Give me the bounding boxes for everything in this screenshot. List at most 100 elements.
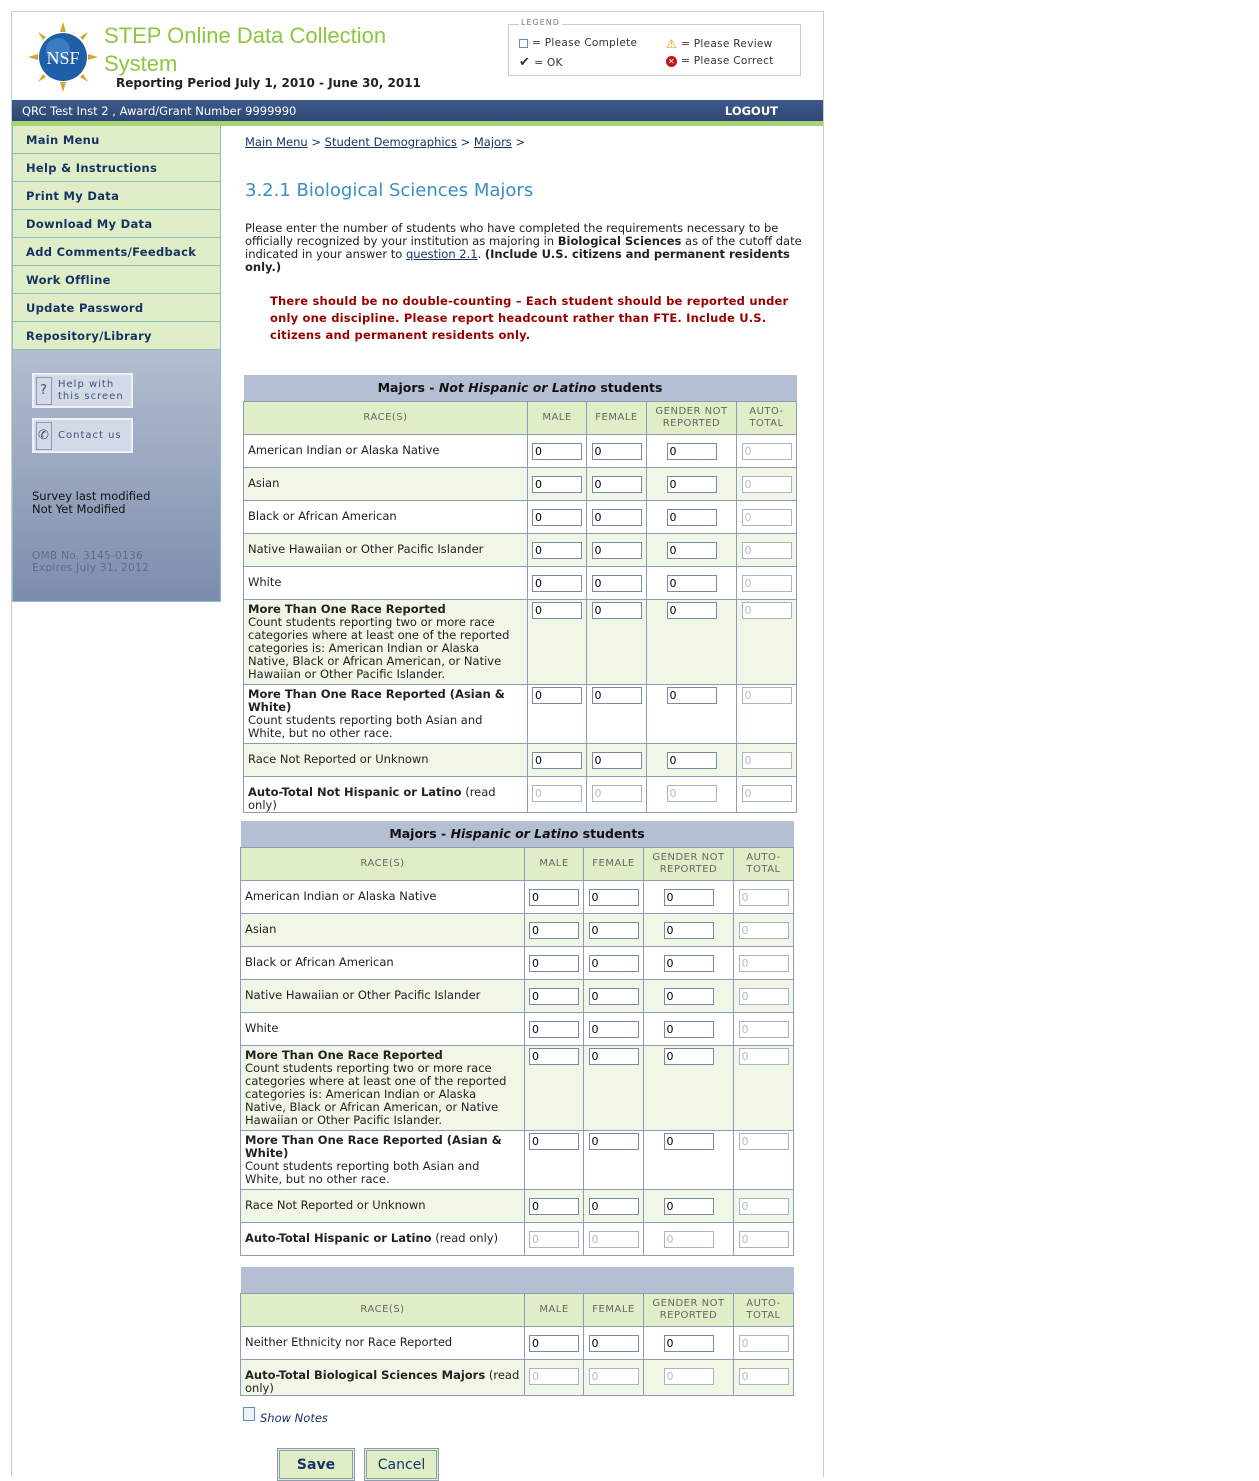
gender-not-reported-input[interactable] [666,601,717,619]
cell-auto-total [736,565,797,600]
gender-not-reported-input[interactable] [666,442,717,460]
female-input[interactable] [591,686,642,704]
top-bar: QRC Test Inst 2 , Award/Grant Number 999… [12,100,823,121]
female-input [591,784,642,802]
auto-total-input [738,921,789,939]
female-input[interactable] [591,751,642,769]
gender-not-reported-input[interactable] [666,574,717,592]
female-input[interactable] [591,508,642,526]
male-input[interactable] [529,1132,579,1150]
auto-total-input [741,751,792,769]
breadcrumb-majors[interactable]: Majors [473,135,512,149]
help-with-screen-button[interactable]: ? Help with this screen [32,373,133,408]
gender-not-reported-input[interactable] [666,541,717,559]
notepad-icon [243,1407,255,1421]
majors-table: Majors - Not Hispanic or Latino students… [243,375,797,813]
row-label: Auto-Total Hispanic or Latino [245,1230,432,1245]
cell-auto-total [736,499,797,534]
female-input[interactable] [588,987,639,1005]
sidebar-item-repository-library[interactable]: Repository/Library [13,322,220,350]
male-input[interactable] [529,987,579,1005]
male-input[interactable] [532,751,582,769]
female-input[interactable] [591,574,642,592]
sidebar-item-update-password[interactable]: Update Password [13,294,220,322]
cell-auto-total [732,1044,795,1131]
cell-female [583,879,644,914]
show-notes-link[interactable]: Show Notes [243,1407,328,1425]
female-input[interactable] [588,1020,639,1038]
auto-total-input [741,541,792,559]
sidebar-item-print-my-data[interactable]: Print My Data [13,182,220,210]
male-input[interactable] [532,686,582,704]
breadcrumb-student-demographics[interactable]: Student Demographics [324,135,457,149]
gender-not-reported-input[interactable] [663,1020,714,1038]
auto-total-input [738,1020,789,1038]
gender-not-reported-input[interactable] [663,1132,714,1150]
title-text: Majors - [389,826,451,842]
gender-not-reported-input[interactable] [663,954,714,972]
gender-not-reported-input[interactable] [666,508,717,526]
contact-us-button[interactable]: ✆ Contact us [32,418,133,453]
male-input[interactable] [529,1020,579,1038]
female-input[interactable] [588,954,639,972]
race-label: Black or African American [243,499,528,534]
female-input[interactable] [588,1334,639,1352]
cell-male [524,1188,584,1223]
cancel-button[interactable]: Cancel [364,1448,439,1481]
gender-not-reported-input[interactable] [663,1197,714,1215]
race-label: More Than One Race Reported (Asian & Whi… [240,1129,525,1190]
female-input[interactable] [588,1132,639,1150]
female-input[interactable] [588,1047,639,1065]
title-text: Majors - [377,380,439,396]
sidebar-item-help-instructions[interactable]: Help & Instructions [13,154,220,182]
male-input[interactable] [529,1334,579,1352]
male-input[interactable] [532,442,582,460]
female-input[interactable] [588,1197,639,1215]
cell-gender-not-reported [643,1011,734,1046]
male-input[interactable] [532,508,582,526]
male-input[interactable] [529,954,579,972]
male-input[interactable] [532,475,582,493]
cell-male [524,1325,584,1360]
sidebar-item-work-offline[interactable]: Work Offline [13,266,220,294]
male-input[interactable] [529,1047,579,1065]
logout-link[interactable]: LOGOUT [724,103,778,118]
auto-total-input [741,442,792,460]
male-input[interactable] [529,1197,579,1215]
gender-not-reported-input[interactable] [663,987,714,1005]
female-input[interactable] [591,541,642,559]
breadcrumb-main-menu[interactable]: Main Menu [245,135,308,149]
auto-total-input [738,1132,789,1150]
female-input[interactable] [588,888,639,906]
gender-not-reported-input[interactable] [666,475,717,493]
male-input[interactable] [532,574,582,592]
gender-not-reported-input[interactable] [663,1047,714,1065]
row-label: Asian [248,475,280,490]
cell-gender-not-reported [643,879,734,914]
table-row: Auto-Total Hispanic or Latino (read only… [240,1221,795,1256]
sidebar-item-add-comments[interactable]: Add Comments/Feedback [13,238,220,266]
male-input[interactable] [529,888,579,906]
sidebar-item-download-my-data[interactable]: Download My Data [13,210,220,238]
female-input[interactable] [591,442,642,460]
gender-not-reported-input[interactable] [666,686,717,704]
row-label: White [248,574,282,589]
gender-not-reported-input[interactable] [666,751,717,769]
race-label: American Indian or Alaska Native [243,433,528,468]
gender-not-reported-input[interactable] [663,1334,714,1352]
female-input[interactable] [591,601,642,619]
save-button[interactable]: Save [277,1448,355,1481]
cell-auto-total [732,1221,795,1256]
gender-not-reported-input[interactable] [663,888,714,906]
male-input[interactable] [532,601,582,619]
male-input[interactable] [532,541,582,559]
page: NSF STEP Online Data Collection System R… [11,11,824,1481]
female-input[interactable] [588,921,639,939]
male-input[interactable] [529,921,579,939]
gender-not-reported-input[interactable] [663,921,714,939]
question-link[interactable]: question 2.1 [405,247,478,261]
logo-text: NSF [46,48,79,68]
sidebar-item-main-menu[interactable]: Main Menu [13,126,220,154]
button-label: Contact us [58,430,122,441]
female-input[interactable] [591,475,642,493]
